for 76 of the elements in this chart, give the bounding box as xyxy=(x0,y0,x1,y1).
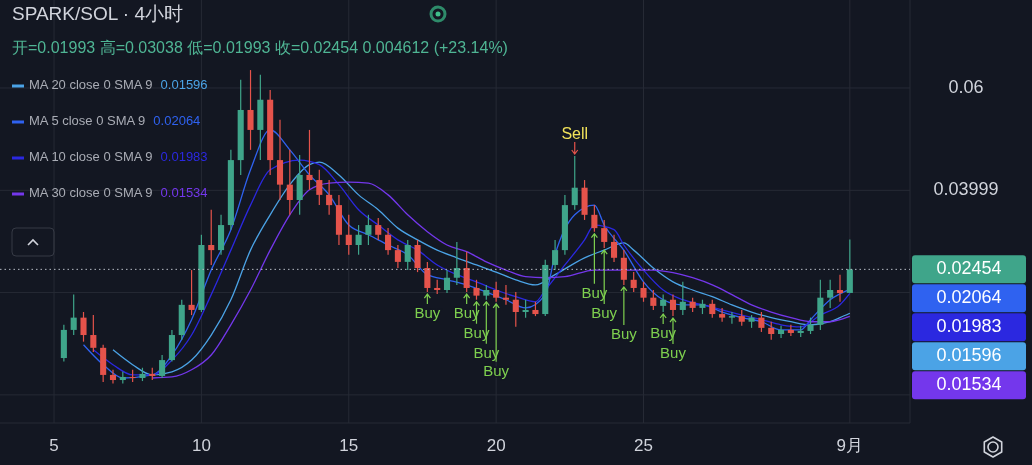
annotation: 0.02064 xyxy=(153,113,201,129)
legend-label: MA 10 close 0 SMA 9 xyxy=(29,149,153,165)
annotation: 0.01534 xyxy=(160,185,208,201)
candlestick xyxy=(394,244,401,269)
x-tick-label: 20 xyxy=(486,436,506,456)
x-tick-label: 5 xyxy=(49,436,59,456)
candlestick xyxy=(404,239,411,271)
annotation: Buy xyxy=(660,344,687,362)
candlestick xyxy=(827,279,834,309)
candlestick xyxy=(424,261,431,293)
annotation: 开=0.01993 高=0.03038 低=0.01993 收=0.02454 0.004612 (+23.14%) xyxy=(12,39,508,56)
candlestick xyxy=(473,279,480,301)
candlestick xyxy=(443,269,451,294)
candlestick xyxy=(375,217,382,241)
candlestick xyxy=(247,69,254,151)
candlestick xyxy=(728,311,735,325)
candlestick xyxy=(620,249,627,286)
candlestick xyxy=(109,369,117,385)
candlestick xyxy=(316,169,323,206)
candlestick xyxy=(385,227,392,256)
candlestick xyxy=(188,269,195,316)
candlestick xyxy=(836,274,844,303)
candlestick xyxy=(846,238,853,294)
y-tick-label: 0.03999 xyxy=(933,179,999,200)
candlestick xyxy=(669,294,677,317)
annotation: 0.01983 xyxy=(160,149,208,165)
candlestick xyxy=(90,314,97,353)
chart-title: SPARK/SOL · 4小时 xyxy=(12,3,184,24)
candlestick xyxy=(365,214,372,246)
candlestick xyxy=(601,219,608,249)
candlestick xyxy=(453,241,460,286)
legend-label: MA 5 close 0 SMA 9 xyxy=(29,113,146,129)
candlestick xyxy=(208,209,215,266)
text: 0.01534 xyxy=(936,374,1002,395)
candlestick xyxy=(493,281,500,303)
annotation: 0.01596 xyxy=(160,77,208,93)
x-tick-label: 15 xyxy=(339,436,359,456)
candlestick xyxy=(502,284,510,306)
candlestick xyxy=(345,214,352,256)
legend-label: MA 30 close 0 SMA 9 xyxy=(29,185,153,201)
candlestick xyxy=(552,239,559,271)
candlestick xyxy=(640,281,647,303)
candlestick xyxy=(778,325,785,339)
candlestick xyxy=(70,294,77,336)
text: 0.01983 xyxy=(936,316,1002,337)
candlestick xyxy=(512,291,519,328)
candlestick xyxy=(591,204,598,233)
candlestick xyxy=(463,251,470,293)
candlestick xyxy=(630,271,637,293)
x-tick-label: 25 xyxy=(634,436,653,456)
candlestick xyxy=(610,234,618,263)
annotation: Buy xyxy=(591,304,618,322)
candlestick xyxy=(286,149,293,216)
candlestick xyxy=(355,224,362,256)
candlestick xyxy=(787,324,794,337)
x-tick-label: 10 xyxy=(191,436,211,456)
candlestick xyxy=(159,354,166,379)
annotation: Buy xyxy=(610,324,638,342)
candlestick xyxy=(80,311,87,343)
candlestick xyxy=(306,129,313,191)
candlestick xyxy=(571,155,578,211)
candlestick xyxy=(719,307,726,323)
x-tick-label: 9月 xyxy=(836,436,864,456)
annotation: Sell xyxy=(561,125,589,142)
text: 0.01596 xyxy=(936,345,1002,366)
candlestick xyxy=(326,179,333,216)
annotation: Buy xyxy=(483,361,510,379)
candlestick xyxy=(414,239,421,273)
annotation: Buy xyxy=(414,304,441,322)
legend-label: MA 20 close 0 SMA 9 xyxy=(29,77,153,93)
candlestick xyxy=(650,289,657,311)
ref-line-label: 0.02454 xyxy=(936,258,1002,279)
candlestick xyxy=(679,281,686,316)
candlestick xyxy=(758,311,765,333)
y-tick-label: 0.06 xyxy=(948,76,984,97)
text: 0.02064 xyxy=(936,287,1002,308)
